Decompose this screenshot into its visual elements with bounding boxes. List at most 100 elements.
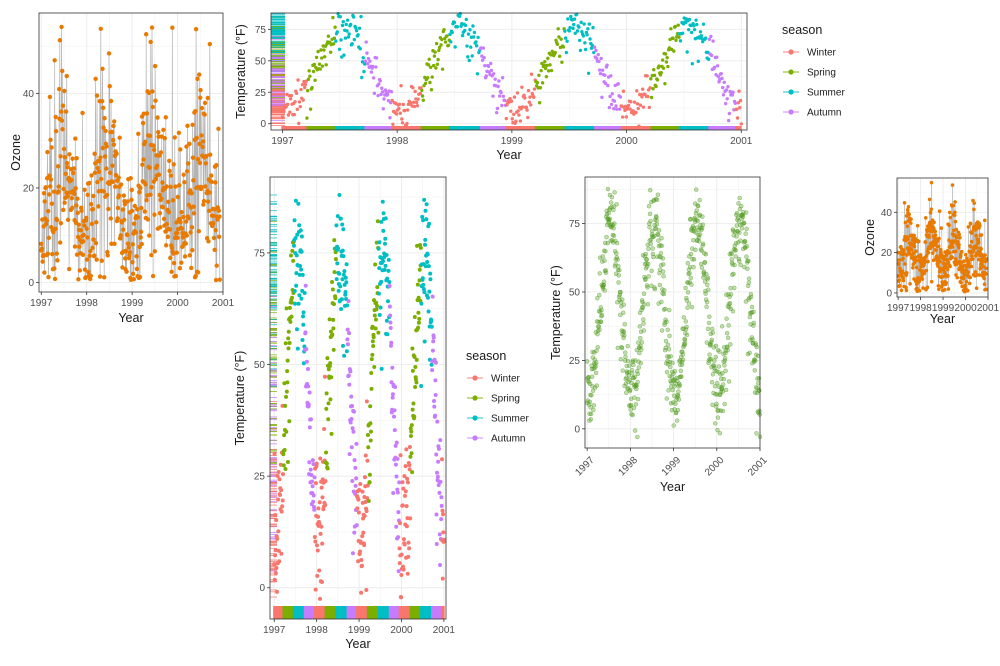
data-point <box>572 22 576 27</box>
data-point <box>645 74 649 78</box>
data-point <box>371 64 375 69</box>
data-point <box>63 109 69 114</box>
data-point <box>653 226 658 231</box>
data-point <box>590 388 596 393</box>
data-point <box>464 17 468 22</box>
data-point <box>591 403 597 408</box>
data-point <box>744 243 750 249</box>
x-axis-title: Year <box>930 312 955 326</box>
data-point <box>379 92 383 97</box>
data-point <box>303 283 308 288</box>
data-point <box>398 521 403 526</box>
data-point <box>180 235 186 240</box>
data-point <box>403 489 408 494</box>
data-point <box>906 205 911 209</box>
data-point <box>112 119 117 124</box>
data-point <box>471 24 475 28</box>
data-point <box>660 256 666 261</box>
data-point <box>381 107 385 111</box>
data-point <box>197 160 203 166</box>
data-point <box>410 407 415 412</box>
data-point <box>352 530 357 535</box>
data-point <box>334 223 339 228</box>
data-point <box>292 218 297 223</box>
x-axis-title: Year <box>660 480 685 494</box>
data-point <box>364 509 369 514</box>
data-point <box>652 68 656 72</box>
data-point <box>721 376 727 382</box>
data-point <box>104 166 109 171</box>
data-point <box>204 153 209 159</box>
data-point <box>84 215 89 221</box>
data-point <box>664 369 670 375</box>
data-point <box>408 434 413 439</box>
data-point <box>731 271 736 277</box>
data-point <box>139 205 144 211</box>
data-point <box>185 123 190 128</box>
data-point <box>279 509 284 514</box>
data-point <box>967 262 971 266</box>
data-point <box>434 542 439 547</box>
data-point <box>922 271 927 276</box>
data-point <box>129 187 134 193</box>
data-point <box>360 60 365 64</box>
data-point <box>504 116 509 121</box>
data-point <box>343 289 348 294</box>
data-point <box>199 184 204 190</box>
data-point <box>616 264 621 269</box>
data-point <box>694 208 699 213</box>
data-point <box>493 77 497 81</box>
data-point <box>201 198 207 204</box>
data-point <box>688 216 693 222</box>
data-point <box>387 280 392 285</box>
data-point <box>378 305 383 310</box>
data-point <box>374 300 379 305</box>
data-point <box>495 106 500 111</box>
data-point <box>61 186 66 192</box>
data-point <box>465 44 469 48</box>
data-point <box>666 347 672 352</box>
data-point <box>431 339 436 344</box>
data-point <box>346 373 351 378</box>
legend-key-point <box>472 375 478 381</box>
data-point <box>293 100 297 104</box>
data-point <box>431 63 436 68</box>
data-point <box>386 92 390 96</box>
x-tick-label: 1998 <box>76 298 99 309</box>
data-point <box>166 199 171 205</box>
data-point <box>904 288 909 293</box>
data-point <box>368 404 373 409</box>
data-point <box>176 130 182 135</box>
data-point <box>134 266 140 272</box>
data-point <box>187 253 193 258</box>
data-point <box>331 42 336 46</box>
data-point <box>131 221 137 226</box>
data-point <box>584 359 590 364</box>
data-point <box>374 56 379 60</box>
data-point <box>303 82 308 87</box>
data-point <box>636 106 640 111</box>
data-point <box>422 197 427 202</box>
data-point <box>323 503 328 508</box>
data-point <box>693 247 698 253</box>
data-point <box>130 259 135 265</box>
x-axis-title: Year <box>345 637 370 651</box>
data-point <box>395 456 400 461</box>
data-point <box>160 180 165 185</box>
x-tick-label: 2001 <box>433 625 456 636</box>
data-point <box>744 226 749 232</box>
data-point <box>57 240 63 245</box>
data-point <box>543 59 547 64</box>
data-point <box>724 330 730 336</box>
data-point <box>661 291 667 297</box>
data-point <box>400 121 405 125</box>
data-point <box>539 68 543 73</box>
data-point <box>299 249 304 254</box>
data-point <box>105 249 110 255</box>
data-point <box>746 276 752 281</box>
data-point <box>438 563 443 568</box>
panel-border <box>38 12 224 293</box>
data-point <box>637 124 641 128</box>
data-point <box>452 20 457 25</box>
data-point <box>438 479 443 484</box>
